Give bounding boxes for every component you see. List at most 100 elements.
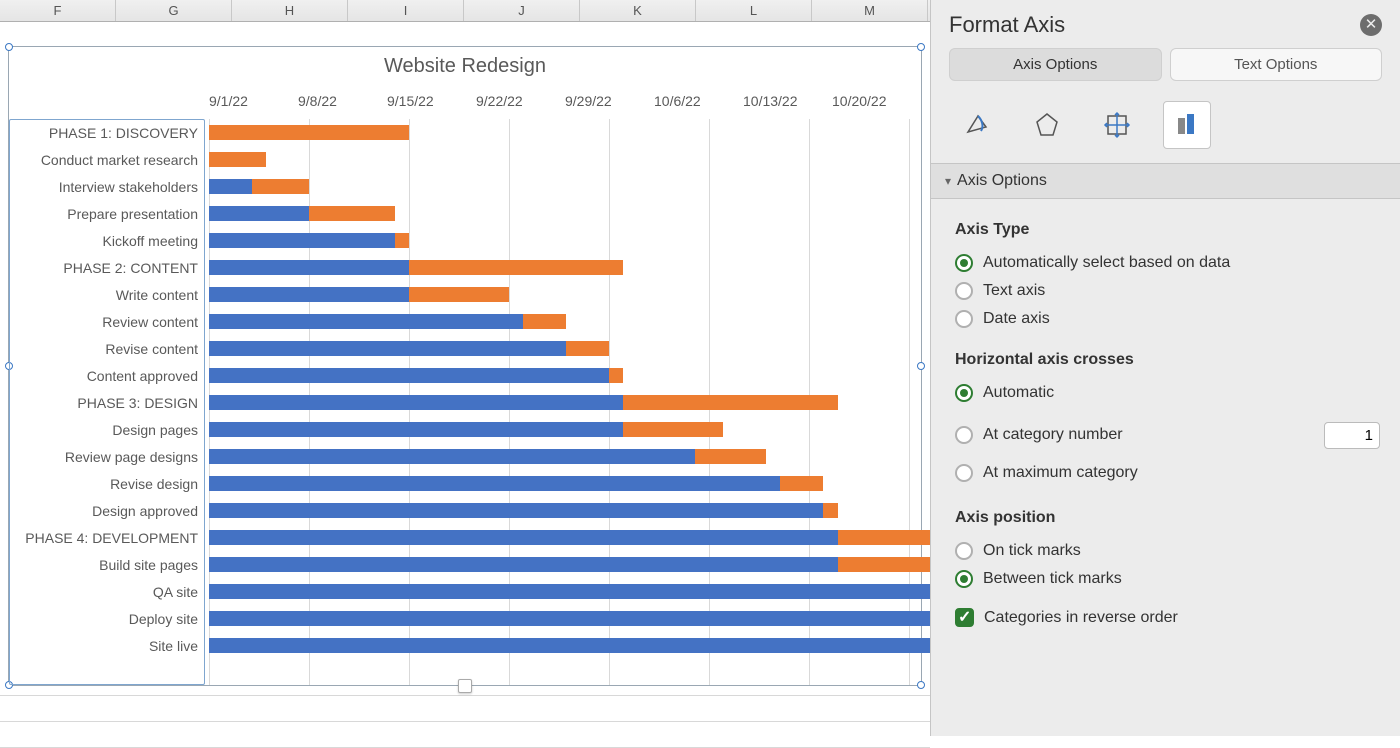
bar-segment-series1[interactable] [209,368,609,383]
category-label: PHASE 4: DEVELOPMENT [10,525,204,552]
bar-segment-series2[interactable] [395,233,409,248]
radio-between-tick[interactable] [955,570,973,588]
col-header[interactable]: L [696,0,812,21]
radio-crosses-at-category[interactable] [955,426,973,444]
size-properties-icon[interactable] [1093,101,1141,149]
radio-label: At maximum category [983,464,1138,482]
chart-title[interactable]: Website Redesign [9,47,921,82]
bar-segment-series1[interactable] [209,503,823,518]
radio-on-tick[interactable] [955,542,973,560]
bar-segment-series1[interactable] [209,638,1038,653]
category-label: Design pages [10,417,204,444]
category-label: Build site pages [10,552,204,579]
category-label: Design approved [10,498,204,525]
format-axis-pane: Format Axis ✕ Axis Options Text Options … [930,0,1400,736]
bar-segment-series1[interactable] [209,449,695,464]
bar-segment-series2[interactable] [823,503,837,518]
resize-handle[interactable] [917,43,925,51]
radio-label: On tick marks [983,542,1081,560]
resize-handle[interactable] [5,43,13,51]
bar-segment-series2[interactable] [209,125,409,140]
category-label: PHASE 3: DESIGN [10,390,204,417]
bar-segment-series1[interactable] [209,476,780,491]
bar-segment-series2[interactable] [409,287,509,302]
bar-segment-series1[interactable] [209,314,523,329]
x-axis[interactable]: 9/1/229/8/229/15/229/22/229/29/2210/6/22… [209,93,921,117]
bar-segment-series2[interactable] [609,368,623,383]
bar-segment-series2[interactable] [780,476,823,491]
bar-segment-series2[interactable] [623,422,723,437]
radio-label: Date axis [983,310,1050,328]
chart-bottom-handle[interactable] [458,679,472,693]
bar-segment-series2[interactable] [209,152,266,167]
radio-label: At category number [983,426,1123,444]
col-header[interactable]: M [812,0,928,21]
radio-date-axis[interactable] [955,310,973,328]
checkbox-label: Categories in reverse order [984,609,1178,627]
radio-label: Between tick marks [983,570,1122,588]
radio-text-axis[interactable] [955,282,973,300]
bar-segment-series2[interactable] [623,395,837,410]
category-label: Write content [10,282,204,309]
x-axis-label: 10/13/22 [743,93,832,117]
x-axis-label: 9/1/22 [209,93,298,117]
bar-segment-series1[interactable] [209,530,838,545]
radio-auto-type[interactable] [955,254,973,272]
category-label: Review page designs [10,444,204,471]
bar-segment-series1[interactable] [209,557,838,572]
bar-segment-series2[interactable] [252,179,309,194]
bar-segment-series1[interactable] [209,260,409,275]
x-axis-label: 10/6/22 [654,93,743,117]
worksheet-area[interactable]: Website Redesign 9/1/229/8/229/15/229/22… [0,22,930,736]
category-label: Deploy site [10,606,204,633]
col-header[interactable]: K [580,0,696,21]
axis-options-icon[interactable] [1163,101,1211,149]
bar-segment-series1[interactable] [209,287,409,302]
tab-axis-options[interactable]: Axis Options [949,48,1162,81]
x-axis-label: 10/20/22 [832,93,921,117]
checkbox-reverse-order[interactable] [955,608,974,627]
category-label: QA site [10,579,204,606]
x-axis-label: 9/15/22 [387,93,476,117]
col-header[interactable]: H [232,0,348,21]
plot-area[interactable] [209,119,917,685]
x-axis-label: 9/8/22 [298,93,387,117]
bar-segment-series2[interactable] [523,314,566,329]
category-label: Revise content [10,336,204,363]
y-axis-category[interactable]: PHASE 1: DISCOVERYConduct market researc… [9,119,205,685]
bar-segment-series1[interactable] [209,584,938,599]
category-number-input[interactable] [1324,422,1380,449]
tab-text-options[interactable]: Text Options [1170,48,1383,81]
fill-line-icon[interactable] [953,101,1001,149]
close-icon[interactable]: ✕ [1360,14,1382,36]
category-label: Review content [10,309,204,336]
radio-crosses-max[interactable] [955,464,973,482]
gantt-chart[interactable]: Website Redesign 9/1/229/8/229/15/229/22… [8,46,922,686]
col-header[interactable]: I [348,0,464,21]
bar-segment-series2[interactable] [695,449,766,464]
group-h-crosses: Horizontal axis crosses [955,351,1380,369]
bar-segment-series1[interactable] [209,341,566,356]
bar-segment-series1[interactable] [209,395,623,410]
category-label: Kickoff meeting [10,228,204,255]
radio-label: Automatically select based on data [983,254,1230,272]
bar-segment-series1[interactable] [209,611,1023,626]
category-label: PHASE 1: DISCOVERY [10,120,204,147]
bar-segment-series1[interactable] [209,179,252,194]
col-header[interactable]: F [0,0,116,21]
category-label: Content approved [10,363,204,390]
radio-label: Text axis [983,282,1045,300]
col-header[interactable]: J [464,0,580,21]
radio-crosses-auto[interactable] [955,384,973,402]
col-header[interactable]: G [116,0,232,21]
section-axis-options[interactable]: Axis Options [931,163,1400,199]
bar-segment-series1[interactable] [209,206,309,221]
effects-icon[interactable] [1023,101,1071,149]
section-label: Axis Options [957,172,1047,190]
bar-segment-series2[interactable] [309,206,395,221]
bar-segment-series1[interactable] [209,422,623,437]
x-axis-label: 9/29/22 [565,93,654,117]
bar-segment-series2[interactable] [409,260,623,275]
bar-segment-series1[interactable] [209,233,395,248]
bar-segment-series2[interactable] [566,341,609,356]
